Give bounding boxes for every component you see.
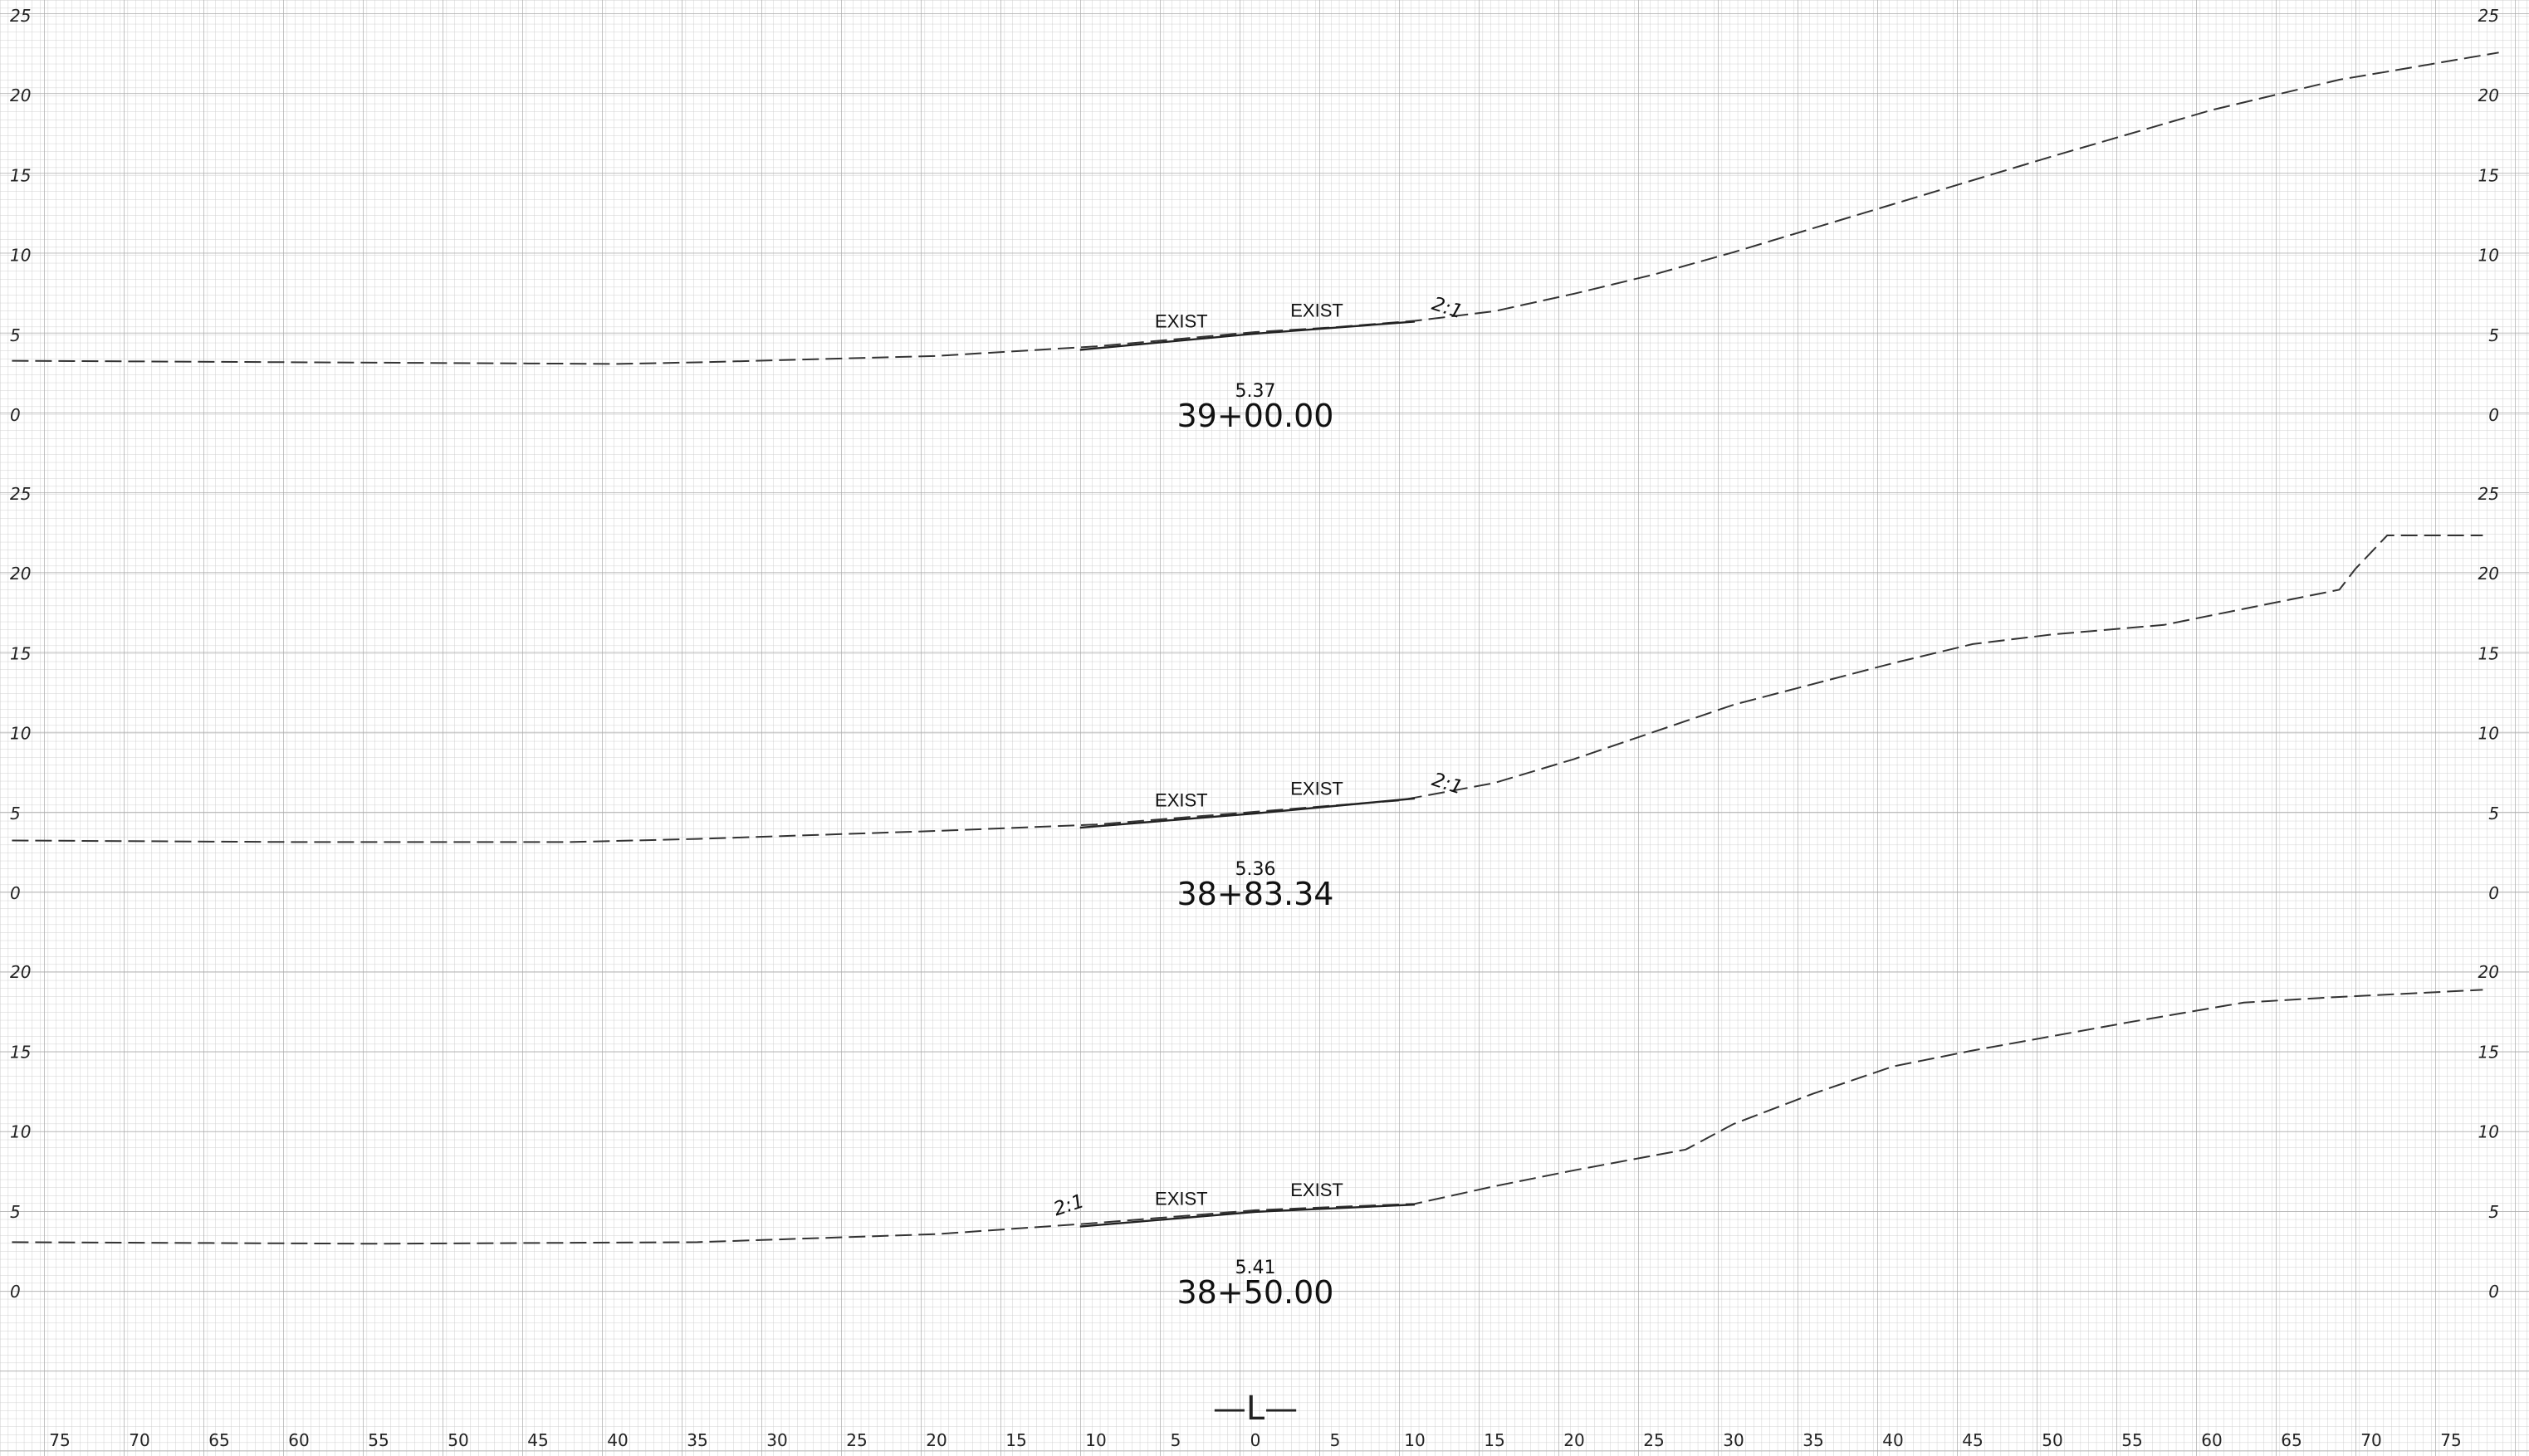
elevation-label: 20	[2478, 86, 2499, 105]
elevation-label: 20	[10, 564, 31, 584]
offset-label: 60	[288, 1430, 309, 1450]
centerline-elevation: 5.41	[1235, 1258, 1276, 1278]
offset-label: 55	[2121, 1430, 2142, 1450]
offset-label: 25	[1643, 1430, 1664, 1450]
proposed-grade-line	[1079, 320, 1416, 351]
exist-label-left: EXIST	[1155, 790, 1208, 811]
offset-label: 60	[2201, 1430, 2222, 1450]
proposed-grade-line	[1079, 797, 1416, 829]
elevation-label: 5	[10, 325, 21, 345]
station-label: 39+00.00	[1177, 398, 1334, 434]
elevation-labels-right: 20 15 10 5 0	[2478, 962, 2499, 1302]
centerline-symbol: —L—	[1213, 1390, 1298, 1428]
offset-label: 70	[2360, 1430, 2381, 1450]
elevation-label: 15	[2478, 165, 2499, 185]
elevation-label: 10	[10, 246, 31, 266]
elevation-label: 15	[2478, 643, 2499, 663]
elevation-label: 20	[2478, 564, 2499, 584]
elevation-label: 15	[10, 165, 31, 185]
elevation-label: 5	[2488, 804, 2499, 823]
elevation-labels-left: 25 20 15 10 5 0	[10, 6, 31, 425]
elevation-label: 10	[2478, 246, 2499, 266]
elevation-label: 0	[10, 883, 21, 903]
offset-label: 75	[49, 1430, 70, 1450]
exist-label-right: EXIST	[1290, 779, 1343, 799]
elevation-label: 20	[2478, 962, 2499, 982]
elevation-label: 0	[2488, 1282, 2499, 1302]
exist-label-left: EXIST	[1155, 1189, 1208, 1209]
offset-label: 10	[1404, 1430, 1425, 1450]
elevation-label: 15	[2478, 1042, 2499, 1062]
offset-label: 75	[2440, 1430, 2461, 1450]
elevation-label: 10	[10, 724, 31, 744]
offset-label: 20	[926, 1430, 947, 1450]
existing-ground-line	[12, 535, 2483, 843]
elevation-label: 20	[10, 86, 31, 105]
offset-label: 30	[766, 1430, 787, 1450]
offset-label: 35	[687, 1430, 707, 1450]
elevation-label: 10	[2478, 1122, 2499, 1142]
offset-label: 65	[2281, 1430, 2302, 1450]
offset-label: 55	[368, 1430, 389, 1450]
offset-label: 15	[1005, 1430, 1026, 1450]
centerline-elevation: 5.36	[1235, 859, 1276, 880]
elevation-label: 25	[10, 484, 31, 504]
elevation-label: 0	[2488, 405, 2499, 425]
offset-label: 45	[1962, 1430, 1983, 1450]
elevation-labels-right: 25 20 15 10 5 0	[2478, 484, 2499, 903]
offset-label: 25	[846, 1430, 867, 1450]
elevation-label: 0	[2488, 883, 2499, 903]
elevation-label: 5	[10, 804, 21, 823]
offset-label: 10	[1085, 1430, 1106, 1450]
elevation-labels-left: 20 15 10 5 0	[10, 962, 31, 1302]
centerline-elevation: 5.37	[1235, 381, 1276, 402]
proposed-grade-line	[1079, 1203, 1416, 1228]
offset-label: 65	[208, 1430, 229, 1450]
elevation-label: 15	[10, 1042, 31, 1062]
elevation-label: 25	[2478, 484, 2499, 504]
offset-label: 0	[1250, 1430, 1261, 1450]
offset-label: 45	[527, 1430, 548, 1450]
elevation-label: 0	[10, 405, 21, 425]
elevation-label: 5	[2488, 325, 2499, 345]
offset-label: 20	[1563, 1430, 1584, 1450]
elevation-label: 15	[10, 643, 31, 663]
offset-label: 5	[1171, 1430, 1181, 1450]
elevation-label: 20	[10, 962, 31, 982]
offset-axis-labels: 75 70 65 60 55 50 45 40 35 30 25 20 15 10 5 0 5 10 15 20 25 3…	[49, 1430, 2461, 1450]
offset-label: 15	[1484, 1430, 1504, 1450]
offset-label: 50	[2042, 1430, 2062, 1450]
elevation-label: 10	[2478, 724, 2499, 744]
offset-label: 5	[1330, 1430, 1341, 1450]
elevation-label: 10	[10, 1122, 31, 1142]
offset-label: 40	[1882, 1430, 1903, 1450]
existing-ground-line	[12, 51, 2499, 365]
elevation-label: 0	[10, 1282, 21, 1302]
exist-label-right: EXIST	[1290, 1180, 1343, 1200]
elevation-label: 5	[10, 1202, 21, 1222]
offset-label: 40	[607, 1430, 628, 1450]
offset-label: 30	[1723, 1430, 1744, 1450]
elevation-label: 25	[2478, 6, 2499, 26]
elevation-label: 25	[10, 6, 31, 26]
elevation-labels-left: 25 20 15 10 5 0	[10, 484, 31, 903]
exist-label-right: EXIST	[1290, 300, 1343, 320]
exist-label-left: EXIST	[1155, 311, 1208, 332]
offset-label: 35	[1803, 1430, 1823, 1450]
station-label: 38+50.00	[1177, 1274, 1334, 1311]
offset-label: 70	[129, 1430, 149, 1450]
offset-label: 50	[448, 1430, 468, 1450]
station-label: 38+83.34	[1177, 876, 1334, 912]
elevation-label: 5	[2488, 1202, 2499, 1222]
elevation-labels-right: 25 20 15 10 5 0	[2478, 6, 2499, 425]
